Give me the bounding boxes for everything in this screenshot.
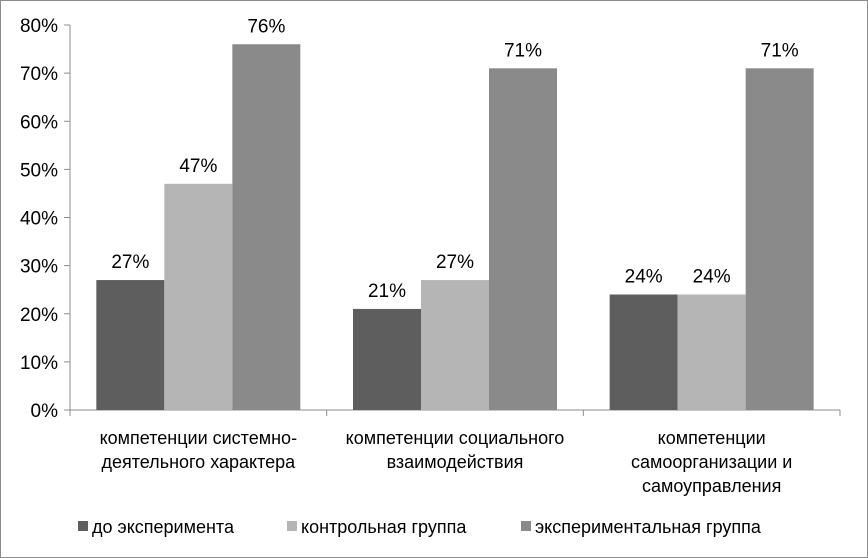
category-label: самоорганизации и bbox=[631, 452, 792, 472]
y-tick-label: 80% bbox=[20, 16, 58, 37]
data-label: 24% bbox=[625, 267, 663, 288]
data-label: 24% bbox=[693, 267, 731, 288]
legend-label: контрольная группа bbox=[301, 517, 467, 537]
bar bbox=[677, 294, 746, 410]
y-tick-label: 30% bbox=[20, 257, 58, 278]
legend-swatch bbox=[78, 521, 88, 531]
y-tick-label: 40% bbox=[20, 209, 58, 230]
data-label: 76% bbox=[247, 16, 285, 37]
bar bbox=[353, 308, 421, 410]
y-tick-label: 20% bbox=[20, 305, 58, 326]
y-tick-label: 60% bbox=[20, 112, 58, 133]
bar bbox=[489, 68, 557, 410]
x-axis bbox=[69, 409, 841, 416]
y-tick-label: 0% bbox=[31, 401, 59, 422]
category-labels: компетенции системно-деятельного характе… bbox=[100, 428, 793, 496]
bars bbox=[96, 44, 814, 410]
legend-label: до эксперимента bbox=[92, 517, 235, 537]
category-label: взаимодействия bbox=[387, 452, 524, 472]
bar bbox=[421, 280, 489, 410]
y-tick-label: 70% bbox=[20, 64, 58, 85]
y-tick-label: 50% bbox=[20, 160, 58, 181]
category-label: компетенции системно- bbox=[100, 428, 297, 448]
data-label: 71% bbox=[504, 40, 542, 61]
bar bbox=[232, 44, 301, 410]
category-label: деятельного характера bbox=[101, 452, 296, 472]
bar bbox=[745, 68, 814, 410]
bar bbox=[609, 294, 678, 410]
data-labels: 27% 21% 24% 47% 27% 24% 76% 71% 71% bbox=[111, 16, 798, 302]
bar bbox=[164, 183, 233, 410]
y-axis: 0% 10% 20% 30% 40% 50% 60% 70% 80% bbox=[20, 16, 71, 422]
legend-swatch bbox=[287, 521, 297, 531]
category-label: компетенции bbox=[658, 428, 766, 448]
legend-swatch bbox=[521, 521, 531, 531]
data-label: 27% bbox=[436, 252, 474, 273]
bar bbox=[96, 280, 165, 410]
data-label: 71% bbox=[761, 40, 799, 61]
category-label: компетенции социального bbox=[346, 428, 565, 448]
legend: до эксперимента контрольная группа экспери… bbox=[78, 517, 762, 537]
category-label: самоуправления bbox=[642, 476, 781, 496]
data-label: 27% bbox=[111, 252, 149, 273]
data-label: 21% bbox=[368, 281, 406, 302]
data-label: 47% bbox=[179, 156, 217, 177]
legend-label: экспериментальная группа bbox=[535, 517, 762, 537]
y-tick-label: 10% bbox=[20, 353, 58, 374]
